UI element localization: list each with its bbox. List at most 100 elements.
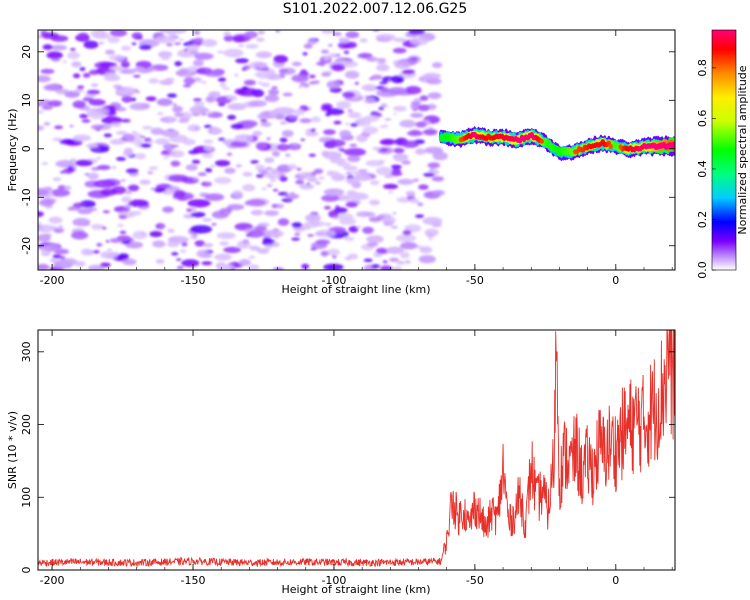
noise-blob [371, 264, 380, 269]
noise-blob [287, 115, 299, 119]
noise-blob [295, 179, 305, 185]
spectrogram-x-ticks: -200 -150 -100 -50 0 [40, 30, 673, 287]
noise-blob [77, 85, 85, 90]
noise-blob [133, 66, 145, 72]
noise-blob [83, 72, 91, 78]
noise-blob [380, 138, 396, 146]
noise-blob [405, 191, 416, 196]
noise-blob [264, 94, 280, 103]
noise-blob [379, 81, 388, 85]
noise-blob [313, 80, 320, 84]
noise-blob [320, 250, 329, 257]
noise-blob [393, 37, 407, 43]
noise-blob [185, 164, 198, 171]
noise-blob [310, 247, 317, 251]
noise-blob [208, 91, 221, 98]
noise-blob [186, 208, 193, 212]
noise-blob [299, 118, 312, 124]
noise-blob [303, 43, 313, 49]
noise-blob [328, 210, 339, 218]
noise-blob [390, 225, 399, 229]
noise-blob [301, 263, 310, 269]
noise-blob [121, 68, 136, 74]
noise-blob [291, 61, 302, 67]
noise-blob [120, 118, 131, 123]
noise-blob [298, 85, 302, 88]
noise-blob [356, 134, 368, 143]
noise-blob [355, 225, 362, 229]
noise-blob [327, 248, 340, 256]
noise-blob [359, 38, 368, 43]
noise-blob [366, 235, 384, 244]
noise-blob [125, 190, 133, 195]
x-tick-label: -150 [181, 574, 206, 587]
noise-blob [77, 32, 89, 39]
y-tick-label: -10 [20, 188, 33, 206]
noise-blob [122, 258, 137, 266]
noise-blob [204, 145, 212, 151]
noise-blob [273, 55, 289, 64]
noise-blob [109, 30, 127, 37]
noise-blob [73, 73, 81, 79]
noise-blob [232, 36, 245, 43]
noise-blob [366, 56, 378, 62]
noise-blob [131, 42, 137, 46]
noise-blob [376, 64, 390, 72]
noise-blob [277, 218, 290, 226]
signal-ridge-cell [539, 138, 544, 144]
colorbar-tick-label: 0.4 [696, 160, 709, 178]
noise-blob [287, 163, 298, 170]
noise-blob [222, 87, 231, 90]
noise-blob [235, 164, 242, 168]
noise-blob [370, 180, 380, 186]
noise-blob [178, 68, 189, 75]
noise-blob [388, 257, 400, 262]
noise-blob [71, 61, 82, 68]
noise-blob [132, 230, 148, 240]
noise-blob [299, 171, 313, 178]
noise-blob [165, 77, 175, 81]
noise-blob [162, 206, 174, 213]
noise-blob [244, 30, 258, 39]
noise-blob [129, 210, 142, 216]
noise-blob [43, 84, 60, 91]
noise-blob [386, 246, 404, 254]
noise-blob [335, 59, 348, 66]
noise-blob [300, 138, 306, 141]
noise-blob [311, 116, 321, 123]
noise-blob [432, 151, 448, 161]
noise-blob [339, 130, 352, 138]
noise-blob [364, 115, 379, 122]
noise-blob [154, 188, 166, 193]
noise-blob [226, 96, 232, 100]
noise-blob [217, 50, 224, 54]
noise-blob [102, 226, 107, 230]
noise-blob [219, 208, 232, 215]
colorbar-tick-label: 0.6 [696, 110, 709, 128]
noise-blob [321, 72, 331, 77]
noise-blob [54, 189, 61, 193]
noise-blob [96, 165, 111, 170]
noise-blob [255, 66, 260, 69]
noise-blob [41, 162, 49, 165]
noise-blob [115, 156, 127, 161]
noise-blob [314, 231, 324, 236]
noise-blob [171, 144, 179, 148]
noise-blob [173, 190, 186, 198]
noise-blob [193, 77, 202, 83]
noise-blob [87, 172, 99, 180]
noise-blob [282, 130, 294, 138]
noise-blob [255, 70, 272, 79]
noise-blob [427, 92, 442, 100]
noise-blob [426, 78, 442, 85]
noise-blob [362, 126, 379, 135]
noise-blob [167, 241, 180, 248]
noise-blob [72, 202, 85, 208]
noise-blob [141, 103, 150, 109]
noise-blob [356, 211, 373, 218]
noise-blob [103, 133, 112, 138]
noise-blob [236, 241, 251, 249]
noise-blob [214, 253, 232, 261]
noise-blob [43, 122, 51, 126]
noise-blob [326, 108, 345, 116]
